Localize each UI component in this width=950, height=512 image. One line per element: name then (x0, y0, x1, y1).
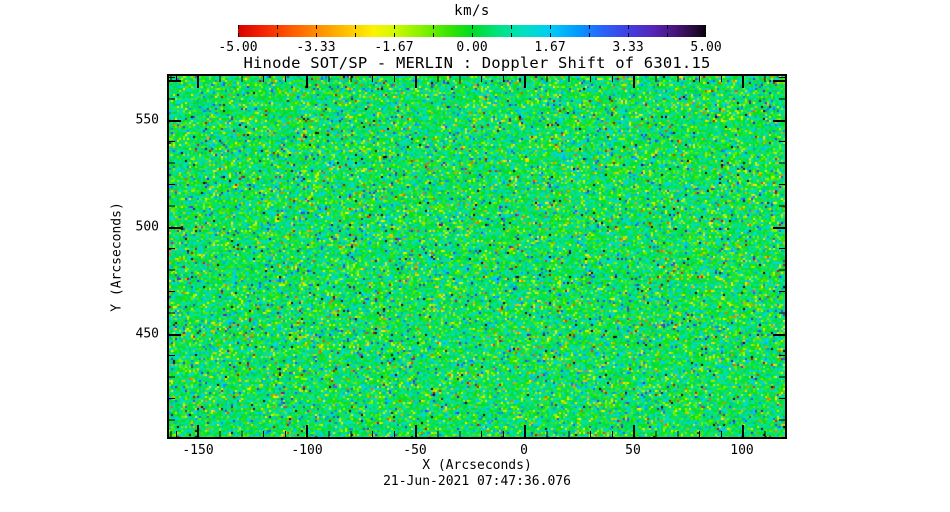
x-tick-label: 50 (625, 443, 641, 458)
colorbar-tick-label: 3.33 (612, 40, 644, 55)
colorbar-ticks-top (238, 25, 706, 29)
colorbar-tick-label: -1.67 (374, 40, 414, 55)
colorbar-tick-label: -5.00 (218, 40, 258, 55)
observation-timestamp: 21-Jun-2021 07:47:36.076 (383, 474, 571, 489)
colorbar-tick-label: 0.00 (456, 40, 488, 55)
doppler-map-frame (167, 74, 787, 439)
colorbar-tick-label: -3.33 (296, 40, 336, 55)
plot-title: Hinode SOT/SP - MERLIN : Doppler Shift o… (243, 54, 711, 72)
x-tick-label: -150 (182, 443, 214, 458)
y-tick-label: 450 (135, 326, 159, 342)
x-axis-label: X (Arcseconds) (422, 458, 532, 473)
x-axis-tick-labels: -150 -100 -50 0 50 100 (167, 443, 787, 458)
x-tick-label: -50 (403, 443, 427, 458)
x-tick-label: 100 (730, 443, 754, 458)
x-tick-label: 0 (520, 443, 528, 458)
y-tick-label: 500 (135, 219, 159, 235)
colorbar-title: km/s (454, 3, 490, 19)
colorbar-tick-label: 5.00 (690, 40, 722, 55)
y-axis-tick-labels: 550 500 450 (124, 0, 162, 460)
y-axis-label: Y (Arcseconds) (109, 202, 125, 312)
colorbar-tick-label: 1.67 (534, 40, 566, 55)
colorbar-tick-labels: -5.00 -3.33 -1.67 0.00 1.67 3.33 5.00 (218, 40, 721, 55)
doppler-map-image (169, 76, 785, 437)
y-tick-label: 550 (135, 112, 159, 128)
colorbar-gradient (238, 25, 706, 37)
colorbar-ticks-bottom (238, 33, 706, 37)
x-tick-label: -100 (291, 443, 323, 458)
